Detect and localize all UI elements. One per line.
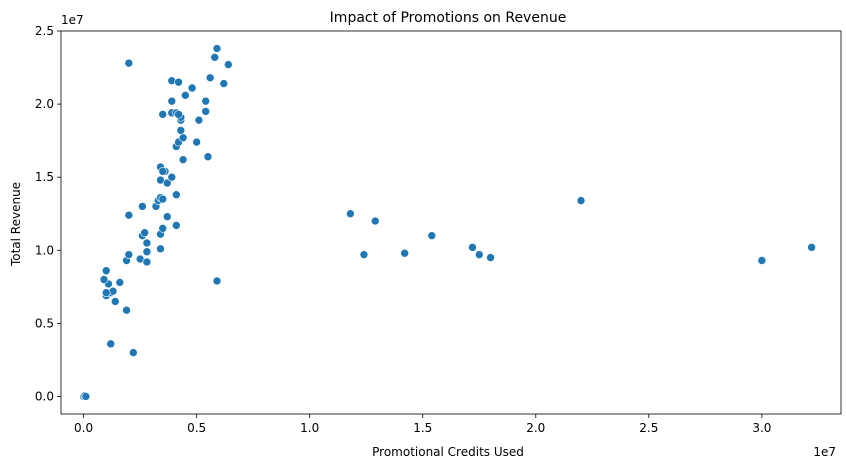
data-point bbox=[427, 231, 437, 240]
x-axis-label: Promotional Credits Used bbox=[372, 445, 524, 459]
points-layer bbox=[79, 44, 816, 401]
data-point bbox=[172, 190, 181, 200]
data-point bbox=[142, 247, 152, 257]
y-axis-label: Total Revenue bbox=[9, 182, 23, 267]
data-point bbox=[115, 278, 125, 287]
data-point bbox=[201, 96, 210, 106]
data-point bbox=[81, 392, 91, 401]
data-point bbox=[124, 58, 134, 68]
data-point bbox=[138, 202, 147, 211]
data-point bbox=[807, 243, 816, 252]
data-point bbox=[142, 238, 152, 248]
chart-title: Impact of Promotions on Revenue bbox=[330, 10, 567, 26]
y-tick-label: 2.0 bbox=[35, 97, 54, 111]
data-point bbox=[174, 110, 183, 119]
data-point bbox=[346, 209, 355, 219]
data-point bbox=[187, 83, 197, 93]
x-axis-ticks: 0.0 0.5 1.0 1.5 2.0 2.5 3.0 bbox=[74, 414, 771, 435]
data-point bbox=[192, 137, 201, 147]
y-tick-label: 1.0 bbox=[35, 243, 54, 257]
data-point bbox=[162, 178, 172, 188]
data-point bbox=[101, 266, 111, 276]
data-point bbox=[99, 275, 109, 284]
data-point bbox=[181, 91, 190, 100]
data-point bbox=[124, 250, 134, 259]
data-point bbox=[167, 172, 177, 182]
data-point bbox=[142, 257, 152, 267]
data-point bbox=[210, 53, 220, 62]
data-point bbox=[359, 250, 369, 259]
data-point bbox=[156, 244, 165, 254]
data-point bbox=[106, 339, 116, 349]
y-tick-label: 2.5 bbox=[35, 24, 54, 38]
data-point bbox=[224, 60, 233, 69]
data-point bbox=[212, 276, 222, 286]
data-point bbox=[205, 73, 215, 83]
y-tick-label: 0.5 bbox=[35, 316, 54, 330]
x-tick-label: 2.0 bbox=[526, 421, 545, 435]
y-axis-ticks: 0.0 0.5 1.0 1.5 2.0 2.5 bbox=[35, 24, 61, 403]
data-point bbox=[158, 110, 168, 119]
data-point bbox=[178, 155, 188, 164]
data-point bbox=[576, 196, 586, 205]
x-tick-label: 2.5 bbox=[639, 421, 658, 435]
data-point bbox=[101, 288, 111, 297]
data-point bbox=[174, 77, 183, 87]
x-tick-label: 0.5 bbox=[187, 421, 206, 435]
plot-area bbox=[60, 30, 842, 415]
y-tick-label: 0.0 bbox=[35, 389, 54, 403]
data-point bbox=[400, 248, 409, 258]
data-point bbox=[158, 224, 168, 233]
data-point bbox=[122, 305, 131, 315]
plot-frame bbox=[60, 30, 842, 415]
data-point bbox=[162, 212, 172, 221]
x-axis-offset-label: 1e7 bbox=[813, 445, 836, 459]
x-tick-label: 3.0 bbox=[752, 421, 771, 435]
data-point bbox=[219, 79, 229, 88]
x-tick-label: 1.0 bbox=[300, 421, 319, 435]
data-point bbox=[178, 133, 188, 143]
data-point bbox=[158, 167, 168, 176]
y-tick-label: 1.5 bbox=[35, 170, 54, 184]
data-point bbox=[176, 126, 186, 135]
data-point bbox=[757, 256, 767, 265]
data-point bbox=[129, 348, 138, 357]
data-point bbox=[212, 44, 222, 53]
data-point bbox=[203, 152, 213, 162]
data-point bbox=[201, 107, 210, 116]
data-point bbox=[194, 115, 204, 125]
y-axis-offset-label: 1e7 bbox=[61, 13, 84, 27]
data-point bbox=[140, 228, 149, 238]
data-point bbox=[486, 253, 495, 262]
x-tick-label: 1.5 bbox=[413, 421, 432, 435]
data-point bbox=[110, 297, 120, 306]
data-point bbox=[474, 250, 484, 259]
data-point bbox=[167, 96, 177, 106]
data-point bbox=[158, 194, 168, 204]
data-point bbox=[124, 210, 134, 220]
data-point bbox=[172, 221, 181, 230]
data-point bbox=[468, 243, 477, 252]
x-tick-label: 0.0 bbox=[74, 421, 93, 435]
data-point bbox=[370, 216, 380, 226]
